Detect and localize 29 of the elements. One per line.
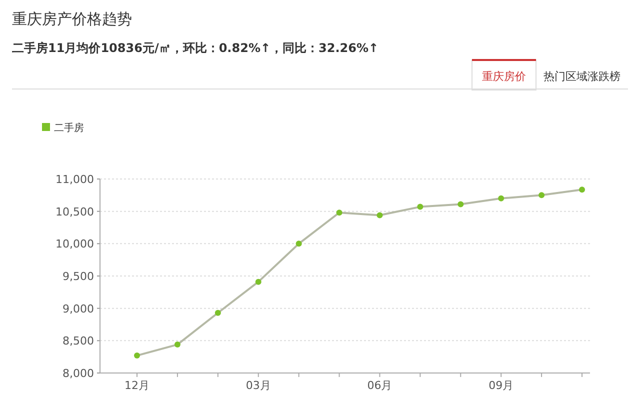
y-tick-label: 11,000 [56,173,94,186]
point [417,204,424,210]
y-tick-label: 9,500 [62,270,94,283]
point [174,342,180,348]
point [214,310,221,316]
point [296,240,302,247]
point [538,192,545,198]
legend: 二手房 [42,123,84,134]
chart-title: 重庆房产价格趋势 [12,10,132,28]
x-tick-label: 03月 [246,379,271,392]
x-tick-label: 06月 [367,379,392,392]
y-tick-label: 8,500 [62,334,94,348]
point [336,210,342,216]
y-tick-label: 10,500 [56,205,94,218]
point [579,186,585,193]
point [255,278,262,285]
x-tick-label: 12月 [124,379,150,392]
point [498,195,504,202]
y-tick-label: 10,000 [56,238,94,251]
x-tick-label: 09月 [488,379,514,392]
point [376,212,383,218]
text: 重庆房价 [482,70,526,83]
y-tick-label: 8,000 [62,367,94,380]
text: 热门区域涨跌榜 [544,70,620,83]
chart-subtitle: 二手房11月均价10836元/㎡，环比：0.82%↑，同比：32.26%↑ [12,41,379,55]
legend-label: 二手房 [54,122,84,134]
point [134,352,140,359]
point [458,201,464,208]
y-tick-label: 9,000 [62,302,94,316]
